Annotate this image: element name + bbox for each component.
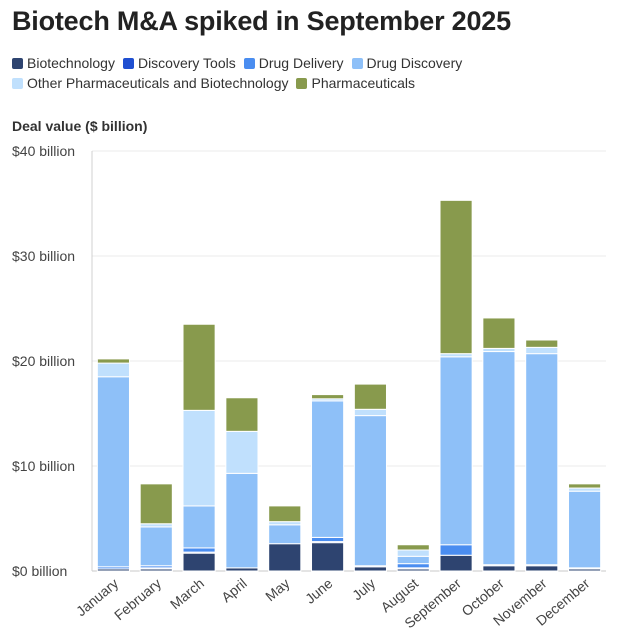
- legend-label: Pharmaceuticals: [311, 75, 415, 91]
- bar-segment: [353, 415, 387, 567]
- bar-segment: [311, 400, 345, 538]
- legend-label: Biotechnology: [27, 55, 115, 71]
- bar-segment: [482, 317, 516, 349]
- bar-segment: [525, 353, 559, 566]
- bar-segment: [182, 552, 216, 572]
- legend-item: Pharmaceuticals: [296, 74, 415, 93]
- bar-segment: [396, 544, 430, 551]
- bar-segment: [353, 408, 387, 417]
- bar-segment: [568, 490, 602, 569]
- bar-segment: [225, 430, 259, 474]
- bar-segment: [311, 394, 345, 400]
- legend-swatch: [351, 58, 363, 69]
- bar-segment: [96, 362, 130, 378]
- legend-item: Other Pharmaceuticals and Biotechnology: [12, 74, 288, 93]
- bar-segment: [439, 199, 473, 355]
- legend-label: Drug Discovery: [366, 55, 463, 71]
- bar-segment: [353, 383, 387, 410]
- legend-swatch: [296, 78, 308, 89]
- x-tick-label: February: [111, 575, 164, 623]
- bar-segment: [96, 376, 130, 568]
- bar-segment: [182, 505, 216, 549]
- bar-segment: [268, 543, 302, 572]
- bar-segment: [396, 549, 430, 557]
- bar-segment: [439, 544, 473, 556]
- bar-segment: [482, 351, 516, 566]
- bar-segment: [353, 566, 387, 572]
- legend-label: Other Pharmaceuticals and Biotechnology: [27, 75, 289, 91]
- legend-swatch: [243, 58, 255, 69]
- bar-segment: [182, 547, 216, 553]
- legend-item: Drug Discovery: [351, 54, 463, 73]
- bar-segment: [96, 358, 130, 364]
- bar-segment: [139, 526, 173, 567]
- bar-segment: [396, 555, 430, 565]
- legend-item: Biotechnology: [12, 54, 115, 73]
- bar-segment: [225, 472, 259, 569]
- legend-item: Discovery Tools: [122, 54, 236, 73]
- legend-swatch: [122, 58, 134, 69]
- legend: Biotechnology Discovery Tools Drug Deliver…: [12, 54, 612, 94]
- y-axis-label: Deal value ($ billion): [12, 118, 148, 134]
- bar-segment: [396, 563, 430, 569]
- bar-segment: [525, 346, 559, 355]
- y-tick-label: $40 billion: [12, 143, 75, 159]
- x-tick-label: June: [302, 575, 336, 607]
- legend-label: Drug Delivery: [258, 55, 344, 71]
- bar-segment: [182, 409, 216, 507]
- legend-swatch: [12, 58, 23, 69]
- bar-segment: [568, 483, 602, 489]
- x-tick-label: March: [167, 575, 207, 612]
- bar-segment: [268, 505, 302, 523]
- bar-segment: [439, 356, 473, 546]
- bar-segment: [439, 554, 473, 572]
- y-tick-label: $20 billion: [12, 353, 75, 369]
- x-tick-label: April: [218, 575, 250, 605]
- legend-item: Drug Delivery: [243, 54, 344, 73]
- legend-swatch: [12, 78, 23, 89]
- bar-segment: [482, 565, 516, 572]
- y-tick-label: $10 billion: [12, 458, 75, 474]
- bar-segment: [139, 483, 173, 525]
- bar-segment: [182, 323, 216, 411]
- x-tick-label: May: [262, 575, 293, 604]
- legend-label: Discovery Tools: [137, 55, 236, 71]
- bar-segment: [311, 536, 345, 543]
- bar-segment: [268, 524, 302, 545]
- bar-segment: [225, 397, 259, 432]
- chart-title: Biotech M&A spiked in September 2025: [12, 6, 511, 36]
- bar-segment: [525, 339, 559, 348]
- y-tick-label: $0 billion: [12, 563, 67, 579]
- bar-segment: [311, 542, 345, 572]
- bar-segment: [525, 565, 559, 572]
- y-tick-label: $30 billion: [12, 248, 75, 264]
- x-tick-label: July: [349, 575, 378, 603]
